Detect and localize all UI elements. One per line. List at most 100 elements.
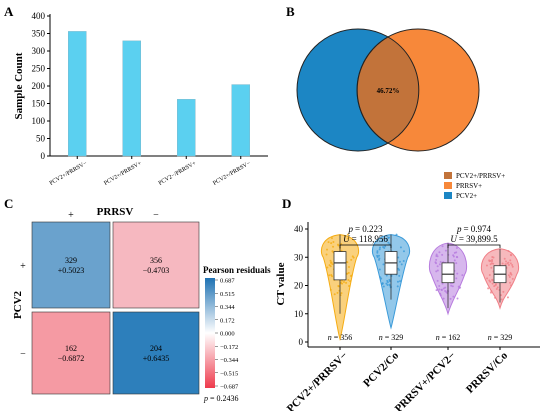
data-point: [346, 233, 349, 236]
n-symbol: n: [379, 333, 383, 342]
data-point: [382, 245, 385, 248]
y-tick-label: 300: [32, 46, 46, 56]
y-tick-label: 10: [294, 309, 304, 319]
x-tick-label: PCV2+/PRRSV−: [285, 350, 350, 411]
data-point: [441, 253, 444, 256]
x-tick-label: PCV2+/PRRSV−: [49, 160, 89, 187]
data-point: [510, 284, 513, 287]
data-point: [348, 284, 351, 287]
y-axis-title: Sample Count: [13, 52, 25, 119]
data-point: [396, 285, 399, 288]
data-point: [395, 233, 398, 236]
data-point: [345, 281, 348, 284]
data-point: [386, 283, 389, 286]
data-point: [333, 293, 336, 296]
data-point: [376, 251, 379, 254]
data-point: [399, 280, 402, 283]
data-point: [326, 248, 329, 251]
data-point: [491, 260, 494, 263]
data-point: [435, 258, 438, 261]
data-point: [506, 296, 509, 299]
data-point: [509, 271, 512, 274]
data-point: [510, 273, 513, 276]
comparison-bracket: [447, 244, 501, 248]
legend-label: PCV2+/PRRSV+: [456, 172, 505, 180]
y-tick-label: 30: [294, 252, 304, 262]
data-point: [338, 285, 341, 288]
legend-title: Pearson residuals: [203, 265, 271, 275]
cell-residual: +0.6435: [143, 354, 170, 363]
data-point: [453, 251, 456, 254]
data-point: [340, 243, 343, 246]
data-point: [486, 277, 489, 280]
data-point: [329, 265, 332, 268]
data-point: [331, 263, 334, 266]
column-title: PRRSV: [97, 206, 134, 218]
data-point: [326, 266, 329, 269]
data-point: [485, 264, 488, 267]
data-point: [435, 289, 438, 292]
mosaic-heatmap: PRRSV PCV2 Pearson residuals p = 0.2436 +…: [12, 206, 271, 403]
panel-label-b: B: [286, 4, 295, 19]
data-point: [445, 291, 448, 294]
data-point: [439, 260, 442, 263]
bar: [68, 31, 87, 157]
cell-count: 356: [150, 256, 162, 265]
data-point: [340, 292, 343, 295]
data-point: [495, 287, 498, 290]
data-point: [455, 277, 458, 280]
data-point: [387, 236, 390, 239]
data-point: [329, 259, 332, 262]
data-point: [507, 274, 510, 277]
panel-label-c: C: [4, 196, 13, 211]
x-tick-label: PCV2+/PRRSV−: [212, 160, 252, 187]
data-point: [492, 262, 495, 265]
data-point: [378, 248, 381, 251]
box: [333, 251, 347, 281]
data-point: [382, 263, 385, 266]
data-point: [347, 271, 350, 274]
u-statistic: U = 39,899.5: [450, 234, 498, 244]
y-tick-label: 150: [32, 99, 46, 109]
p-value: p = 0.974: [456, 224, 492, 234]
data-point: [441, 282, 444, 285]
data-point: [456, 297, 459, 300]
x-tick-label: PRRSV+/PCV2−: [393, 350, 458, 411]
legend-tick-label: −0.515: [220, 370, 238, 377]
data-point: [502, 290, 505, 293]
data-point: [501, 262, 504, 265]
data-point: [452, 254, 455, 257]
data-point: [441, 245, 444, 248]
data-point: [440, 289, 443, 292]
y-axis-title: CT value: [275, 262, 287, 305]
column-label: −: [153, 210, 159, 221]
y-tick-label: 50: [36, 134, 46, 144]
cell-residual: −0.4703: [143, 266, 170, 275]
data-point: [449, 297, 452, 300]
u-number: = 39,899.5: [459, 234, 498, 244]
p-symbol: p: [456, 224, 462, 234]
data-point: [376, 254, 379, 257]
heatmap-cell: [112, 221, 200, 309]
x-tick-label: PRRSV/Co: [464, 349, 510, 395]
n-value: = 329: [383, 333, 404, 342]
data-point: [398, 274, 401, 277]
data-point: [397, 267, 400, 270]
cell-residual: −0.6872: [58, 354, 85, 363]
data-point: [488, 279, 491, 282]
y-tick-label: 350: [32, 29, 46, 39]
y-tick-label: 100: [32, 116, 46, 126]
data-point: [505, 260, 508, 263]
row-title: PCV2: [12, 290, 24, 319]
legend-swatch: [444, 172, 452, 179]
data-point: [509, 262, 512, 265]
panel-label-a: A: [4, 4, 14, 19]
data-point: [385, 282, 388, 285]
data-point: [438, 288, 441, 291]
data-point: [388, 283, 391, 286]
data-point: [346, 237, 349, 240]
data-point: [341, 282, 344, 285]
u-number: = 118,956: [352, 234, 389, 244]
data-point: [438, 263, 441, 266]
